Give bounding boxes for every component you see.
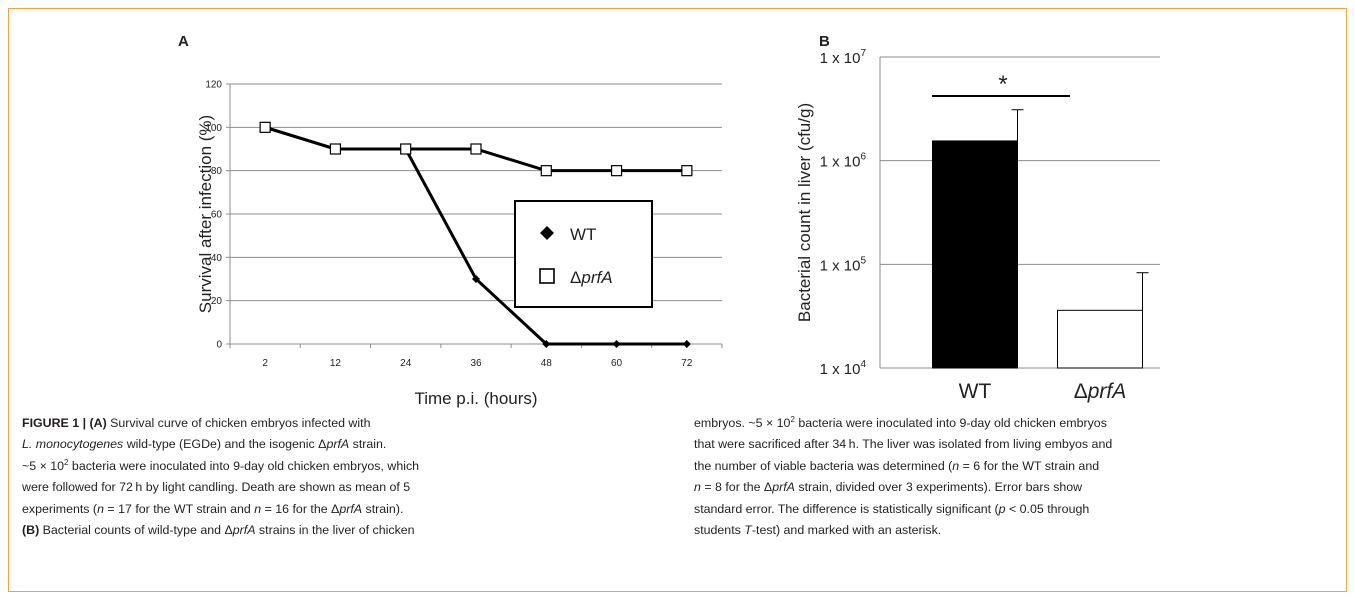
panel-a-point-diamond: [682, 340, 691, 348]
panel-b-label: B: [819, 33, 830, 50]
legend-wt-marker: [540, 226, 554, 240]
panel-a-point-diamond: [472, 275, 480, 283]
panel-a-point-diamond: [542, 340, 551, 348]
panel-a-xtick-label: 2: [262, 358, 268, 369]
panel-a-xtick-label: 72: [681, 358, 693, 369]
panel-a-point-square: [259, 121, 271, 133]
panel-a-xtick-label: 12: [330, 358, 342, 369]
caption-line: students T-test) and marked with an aste…: [694, 523, 942, 538]
panel-a-ytick-label: 20: [211, 296, 223, 307]
panel-a-ytick-label: 80: [211, 166, 223, 177]
panel-a-xtick-label: 36: [470, 358, 482, 369]
figure-charts: A 0 20 40 60 80 100 120 2 12 24 36 48 60 72 Time p.i. (…: [178, 33, 1160, 408]
panel-a-ytick-label: 0: [216, 340, 222, 351]
panel-b-ytick-label: 1 x 106: [820, 152, 867, 171]
panel-a-xtick-label: 60: [611, 358, 623, 369]
caption-left: FIGURE 1 | (A) Survival curve of chicken…: [22, 413, 682, 541]
panel-a-point-square: [400, 143, 412, 155]
legend-wt-label: WT: [570, 225, 596, 244]
legend-prfa-label: ΔprfA: [570, 268, 613, 287]
panel-a-ytick-label: 60: [211, 210, 223, 221]
panel-a-x-axis-label: Time p.i. (hours): [414, 389, 537, 408]
panel-a-xtick-label: 24: [400, 358, 412, 369]
panel-b-y-axis-label: Bacterial count in liver (cfu/g): [795, 103, 814, 322]
panel-b-ytick-label: 1 x 104: [820, 359, 867, 378]
panel-a-ytick-label: 40: [211, 253, 223, 264]
significance-asterisk: *: [998, 71, 1007, 98]
panel-a-point-square: [329, 143, 342, 155]
caption-line: FIGURE 1 | (A) Survival curve of chicken…: [22, 416, 371, 430]
legend-prfa-marker: [539, 268, 555, 284]
caption-right: embryos. ~5 × 102 bacteria were inoculat…: [694, 413, 1349, 541]
legend-box: [514, 200, 653, 308]
caption-line: n = 8 for the ΔprfA strain, divided over…: [694, 480, 1083, 495]
caption-line: standard error. The difference is statis…: [694, 501, 1090, 516]
panel-a-line-chart: A 0 20 40 60 80 100 120 2 12 24 36 48 60 72 Time p.i. (…: [178, 33, 723, 408]
panel-a-ytick-label: 100: [205, 123, 222, 134]
panel-b-ytick-label: 1 x 107: [820, 48, 867, 67]
panel-b-bar: [1057, 309, 1143, 369]
panel-a-y-axis-label: Survival after infection (%): [196, 115, 215, 313]
panel-a-ytick-label: 120: [205, 80, 222, 91]
caption-line: L. monocytogenes wild-type (EGDe) and th…: [22, 437, 387, 452]
caption-line: (B) Bacterial counts of wild-type and Δp…: [22, 523, 415, 538]
panel-a-label: A: [178, 33, 189, 50]
panel-b-bar: [932, 140, 1018, 369]
panel-a-point-square: [470, 143, 482, 155]
panel-a-legend: WT ΔprfA: [514, 200, 653, 308]
figure-border: [8, 8, 1347, 592]
panel-a-point-square: [681, 165, 693, 177]
panel-a-point-square: [540, 165, 552, 177]
panel-a-xtick-label: 48: [541, 358, 553, 369]
panel-a-point-square: [610, 165, 623, 177]
caption-line: embryos. ~5 × 102 bacteria were inoculat…: [694, 414, 1107, 430]
caption-line: ~5 × 102 bacteria were inoculated into 9…: [22, 457, 420, 473]
caption-line: were followed for 72 h by light candling…: [22, 480, 411, 495]
panel-b-ytick-label: 1 x 105: [820, 255, 867, 274]
caption-line: that were sacrificed after 34 h. The liv…: [694, 437, 1113, 452]
caption-line: the number of viable bacteria was determ…: [694, 458, 1100, 473]
panel-b-category-label: WT: [959, 380, 992, 403]
panel-b-category-label: ΔprfA: [1074, 380, 1127, 403]
panel-a-point-diamond: [612, 340, 621, 348]
caption-line: experiments (n = 17 for the WT strain an…: [22, 501, 404, 516]
panel-b-bar-chart: B 1 x 104 1 x 105 1 x 106 1 x 107 WT ΔprfA * Bac…: [795, 33, 1160, 403]
